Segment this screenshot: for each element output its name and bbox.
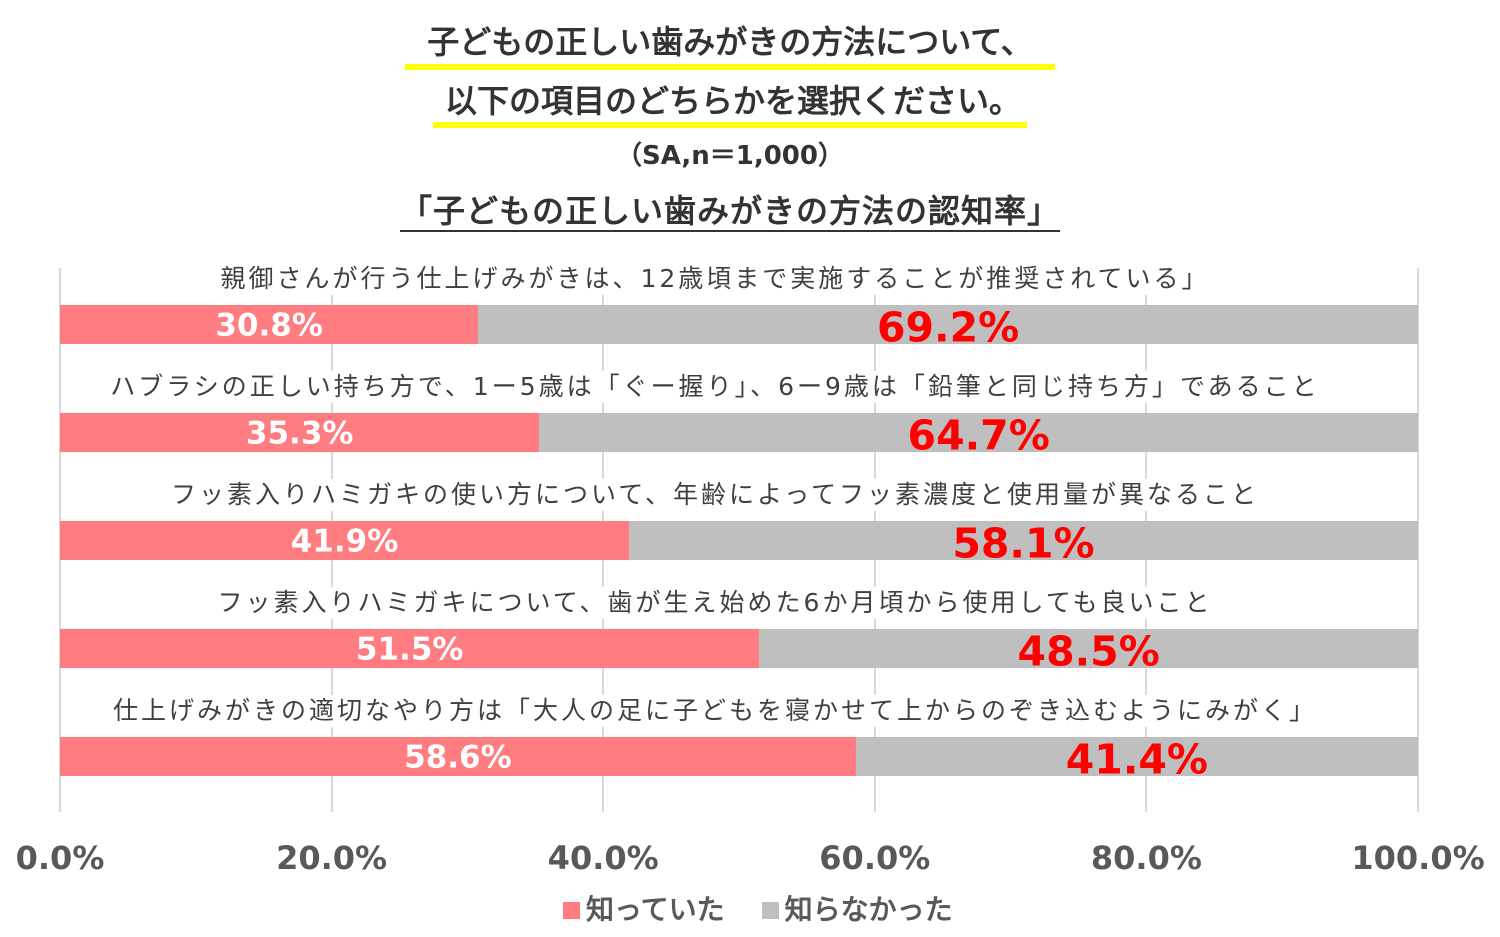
bar-segment-did-not-know: [539, 413, 1418, 452]
data-label-did-not-know: 41.4%: [1065, 735, 1209, 783]
bar-segment-knew: [60, 629, 760, 668]
bar-segment-did-not-know: [629, 521, 1418, 560]
data-label-knew: 30.8%: [215, 307, 323, 343]
chart-title-row: 「子どもの正しい歯みがきの方法の認知率」: [0, 192, 1460, 232]
question-row-1: 子どもの正しい歯みがきの方法について、: [0, 22, 1460, 70]
x-gridline: [1417, 268, 1419, 812]
question-line-2: 以下の項目のどちらかを選択ください。: [432, 81, 1027, 128]
legend: 知っていた 知らなかった: [563, 892, 953, 928]
x-tick-label: 100.0%: [1351, 839, 1485, 877]
bar-segment-did-not-know: [478, 305, 1418, 344]
category-label: フッ素入りハミガキの使い方について、年齢によってフッ素濃度と使用量が異なること: [166, 479, 1264, 511]
data-label-did-not-know: 64.7%: [907, 411, 1050, 459]
legend-item-knew: 知っていた: [563, 892, 725, 928]
sample-note-row: （SA,n＝1,000）: [0, 139, 1460, 173]
category-label: 仕上げみがきの適切なやり方は「大人の足に子どもを寝かせて上からのぞき込むようにみ…: [108, 695, 1322, 727]
data-label-did-not-know: 69.2%: [877, 303, 1020, 351]
bar-segment-did-not-know: [855, 737, 1418, 776]
x-tick-label: 0.0%: [15, 839, 105, 877]
bar-segment-knew: [60, 521, 629, 560]
bar-segment-knew: [60, 413, 540, 452]
sample-note: （SA,n＝1,000）: [616, 141, 844, 171]
bar-segment-knew: [60, 737, 856, 776]
data-label-knew: 51.5%: [355, 631, 464, 667]
bar-segment-knew: [60, 305, 479, 344]
legend-swatch-did-not-know: [761, 901, 779, 919]
question-row-2: 以下の項目のどちらかを選択ください。: [0, 81, 1460, 128]
data-label-knew: 58.6%: [404, 739, 512, 775]
data-label-did-not-know: 58.1%: [952, 519, 1095, 567]
data-label-did-not-know: 48.5%: [1017, 627, 1160, 675]
data-label-knew: 41.9%: [290, 523, 399, 559]
category-label: ハブラシの正しい持ち方で、1ー5歳は「ぐー握り」、6ー9歳は「鉛筆と同じ持ち方」…: [106, 371, 1324, 403]
x-tick-label: 80.0%: [1090, 839, 1202, 877]
chart-title: 「子どもの正しい歯みがきの方法の認知率」: [399, 192, 1060, 232]
data-label-knew: 35.3%: [245, 415, 354, 451]
legend-swatch-knew: [563, 901, 580, 919]
x-tick-label: 20.0%: [276, 839, 388, 877]
category-label: フッ素入りハミガキについて、歯が生え始めた6か月頃から使用しても良いこと: [213, 587, 1217, 619]
question-line-1: 子どもの正しい歯みがきの方法について、: [405, 22, 1055, 70]
legend-item-did-not-know: 知らなかった: [761, 892, 953, 928]
legend-label-did-not-know: 知らなかった: [784, 893, 953, 926]
bar-segment-did-not-know: [759, 629, 1418, 668]
x-tick-label: 60.0%: [819, 839, 931, 877]
category-label: 親御さんが行う仕上げみがきは、12歳頃まで実施することが推奨されている」: [216, 263, 1214, 295]
legend-label-knew: 知っていた: [586, 893, 725, 926]
x-tick-label: 40.0%: [547, 839, 659, 877]
